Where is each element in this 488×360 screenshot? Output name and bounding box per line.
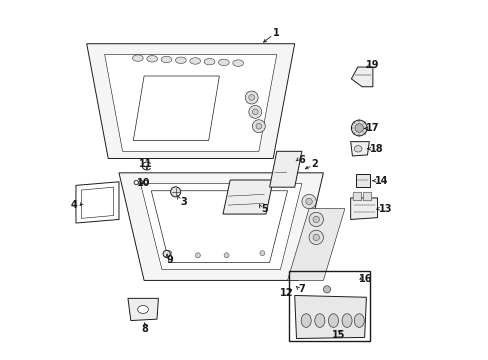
Ellipse shape	[161, 56, 171, 63]
Text: 12: 12	[280, 288, 293, 298]
Polygon shape	[151, 191, 287, 262]
Polygon shape	[351, 67, 372, 87]
Text: 3: 3	[180, 197, 186, 207]
Text: 13: 13	[379, 204, 392, 215]
Ellipse shape	[218, 59, 229, 66]
Circle shape	[163, 250, 170, 257]
Ellipse shape	[137, 306, 148, 314]
Text: 14: 14	[374, 176, 387, 186]
Text: 6: 6	[298, 155, 305, 165]
Circle shape	[301, 194, 316, 209]
Text: 17: 17	[366, 123, 379, 133]
Circle shape	[170, 187, 180, 197]
Text: 19: 19	[365, 59, 379, 69]
Circle shape	[244, 91, 258, 104]
Polygon shape	[223, 180, 273, 214]
Ellipse shape	[353, 314, 364, 327]
Text: 8: 8	[141, 324, 148, 334]
Text: 18: 18	[369, 144, 383, 154]
Text: 10: 10	[136, 178, 150, 188]
Polygon shape	[119, 173, 323, 280]
Text: 4: 4	[71, 200, 78, 210]
Circle shape	[252, 109, 258, 115]
Polygon shape	[104, 54, 276, 151]
Ellipse shape	[132, 55, 143, 61]
Polygon shape	[269, 151, 301, 187]
Polygon shape	[86, 44, 294, 158]
Circle shape	[260, 251, 264, 256]
Polygon shape	[76, 182, 119, 223]
Ellipse shape	[301, 314, 310, 327]
Text: 1: 1	[273, 28, 280, 38]
Polygon shape	[140, 184, 301, 270]
Ellipse shape	[175, 57, 186, 63]
Circle shape	[354, 124, 363, 132]
Polygon shape	[287, 209, 344, 280]
Circle shape	[224, 253, 228, 258]
Circle shape	[308, 230, 323, 244]
Circle shape	[248, 105, 261, 118]
Text: 11: 11	[139, 159, 152, 169]
Text: 9: 9	[166, 255, 173, 265]
Polygon shape	[350, 198, 377, 220]
Ellipse shape	[353, 145, 361, 152]
Polygon shape	[294, 296, 366, 338]
Circle shape	[305, 198, 312, 205]
Text: 16: 16	[358, 274, 372, 284]
Circle shape	[255, 123, 261, 129]
FancyBboxPatch shape	[363, 192, 371, 201]
Ellipse shape	[203, 58, 214, 65]
Polygon shape	[133, 76, 219, 140]
Ellipse shape	[314, 314, 324, 327]
FancyBboxPatch shape	[352, 192, 361, 201]
Polygon shape	[355, 174, 369, 187]
Polygon shape	[128, 298, 158, 320]
Circle shape	[252, 120, 265, 133]
Text: 5: 5	[260, 204, 267, 214]
Polygon shape	[350, 141, 368, 156]
Text: 15: 15	[331, 330, 345, 340]
Circle shape	[351, 120, 366, 136]
Ellipse shape	[341, 314, 351, 327]
Text: 7: 7	[298, 284, 305, 294]
Circle shape	[312, 234, 319, 240]
Ellipse shape	[328, 314, 338, 327]
Circle shape	[312, 216, 319, 223]
Circle shape	[248, 95, 254, 100]
Circle shape	[308, 212, 323, 226]
Ellipse shape	[232, 60, 243, 66]
Text: 2: 2	[310, 159, 317, 169]
Ellipse shape	[189, 58, 200, 64]
Circle shape	[166, 251, 171, 256]
Circle shape	[323, 286, 330, 293]
Ellipse shape	[146, 55, 157, 62]
Circle shape	[195, 253, 200, 258]
